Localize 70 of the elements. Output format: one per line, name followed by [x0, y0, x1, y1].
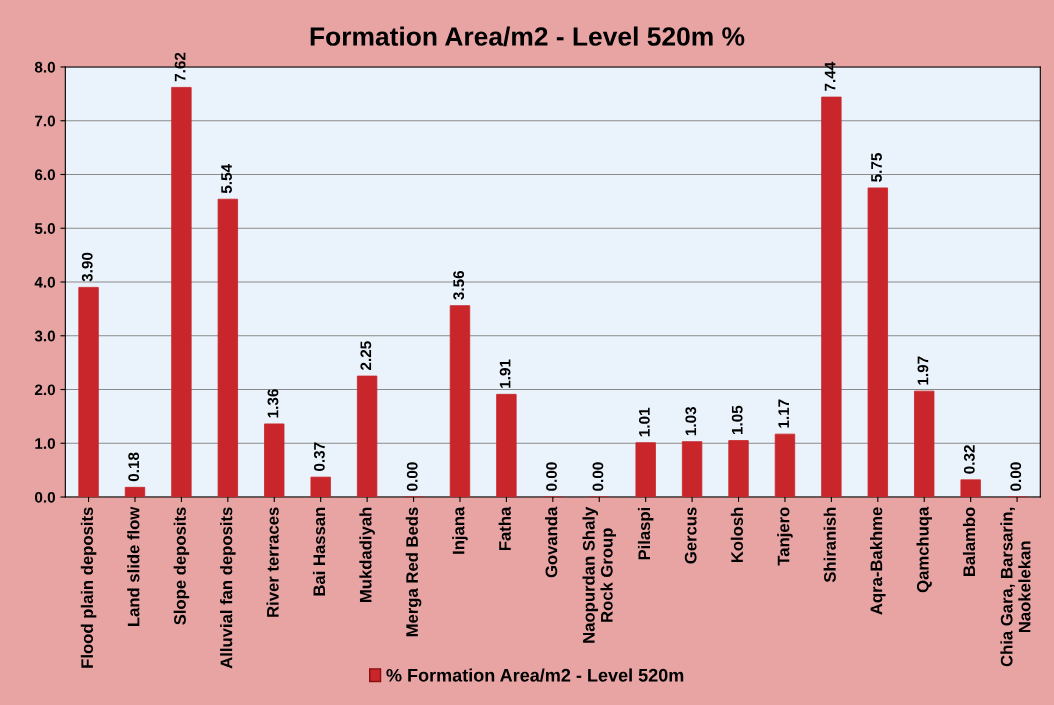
- bar: [821, 96, 842, 498]
- data-label: 5.75: [871, 153, 882, 182]
- bar: [449, 305, 471, 498]
- bar: [310, 476, 331, 498]
- x-tick-label: Govanda: [545, 506, 558, 578]
- x-tick-label: River terraces: [266, 507, 279, 617]
- data-label: 0.00: [1010, 462, 1022, 491]
- bar: [217, 198, 239, 498]
- bar: [356, 375, 378, 498]
- bar: [681, 441, 703, 498]
- data-label: 3.56: [453, 270, 465, 300]
- data-label: 1.05: [731, 405, 743, 435]
- y-tick-label: 5.0: [34, 223, 55, 234]
- data-label: 0.18: [128, 452, 140, 482]
- data-label: 0.00: [546, 462, 557, 491]
- x-tick-label: Naopurdan Shaly Rock Group: [582, 506, 616, 643]
- y-tick-label: 2.0: [34, 384, 55, 396]
- y-tick-label: 3.0: [34, 330, 55, 342]
- x-tick-label: Injana: [452, 506, 468, 554]
- y-tick-label: 8.0: [34, 61, 55, 73]
- bar: [635, 442, 656, 498]
- x-tick-label: Bai Hassan: [312, 507, 326, 596]
- bar: [960, 479, 981, 498]
- x-tick-label: Mukdadiyah: [359, 507, 375, 602]
- data-label: 1.01: [638, 407, 650, 437]
- data-label: 0.00: [406, 462, 418, 491]
- data-label: 2.25: [360, 341, 372, 370]
- x-tick-label: Slope deposits: [173, 507, 190, 625]
- data-label: 0.00: [592, 462, 604, 491]
- data-label: 0.37: [313, 442, 325, 471]
- y-tick-label: 7.0: [35, 115, 55, 127]
- y-tick-label: 1.0: [35, 438, 55, 449]
- bar: [171, 86, 192, 498]
- bar: [728, 440, 749, 498]
- x-tick-label: Shiranish: [823, 507, 836, 583]
- x-tick-label: Flood plain deposits: [80, 507, 97, 668]
- x-tick-label: Balambo: [962, 507, 976, 577]
- x-tick-label: Kolosh: [730, 507, 743, 563]
- x-tick-label: Chia Gara, Barsarin, Naokelekan: [1000, 507, 1031, 667]
- chart-title: Formation Area/m2 - Level 520m %: [310, 26, 745, 47]
- y-tick-label: 0.0: [34, 491, 55, 503]
- data-label: 5.54: [221, 164, 232, 194]
- bar: [124, 486, 146, 498]
- data-label: 3.90: [81, 252, 93, 282]
- data-label: 0.32: [963, 445, 975, 474]
- bar: [78, 286, 99, 498]
- data-label: 7.62: [174, 52, 186, 82]
- data-label: 1.17: [778, 399, 789, 428]
- legend-label: % Formation Area/m2 - Level 520m: [386, 668, 684, 682]
- bar: [496, 393, 517, 498]
- bar: [867, 187, 888, 498]
- data-label: 1.97: [917, 356, 929, 385]
- bar: [774, 433, 796, 498]
- x-tick-label: Tanjero: [777, 507, 793, 566]
- y-tick-label: 4.0: [34, 276, 55, 288]
- data-label: 1.36: [267, 389, 279, 418]
- x-tick-label: Fatha: [498, 506, 511, 551]
- x-tick-label: Aqra-Bakhme: [870, 507, 886, 615]
- y-tick-label: 6.0: [34, 169, 55, 181]
- data-label: 7.44: [824, 61, 836, 91]
- bar: [264, 423, 285, 498]
- x-tick-label: Gercus: [684, 507, 697, 564]
- x-tick-label: Merga Red Beds: [405, 507, 422, 637]
- x-tick-label: Pilaspi: [637, 507, 654, 560]
- x-tick-label: Land slide flow: [127, 506, 140, 626]
- data-label: 1.91: [499, 359, 511, 388]
- x-tick-label: Qamchuqa: [916, 506, 932, 593]
- x-tick-label: Alluvial fan deposits: [220, 507, 236, 669]
- bar: [914, 390, 935, 498]
- data-label: 1.03: [685, 406, 697, 436]
